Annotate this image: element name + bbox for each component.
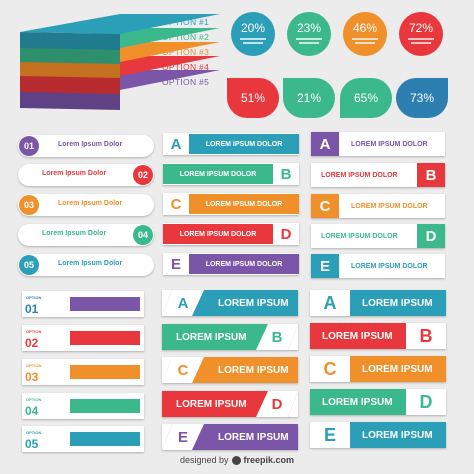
option-box-4-bar (70, 399, 140, 413)
pill-option-1[interactable]: 01 Lorem Ipsum Dolor (18, 135, 154, 157)
option-box-3-bar (70, 365, 140, 379)
ribbon-3-side (20, 60, 120, 78)
slant-band-d[interactable]: LOREM IPSUM D (162, 391, 298, 417)
percent-circle-2: 23% (287, 12, 331, 56)
option-box-5[interactable]: OPTION 05 (22, 426, 144, 452)
footer-credit: designed by freepik.com (0, 452, 474, 468)
option-box-1-bar (70, 297, 140, 311)
big-band-c[interactable]: C LOREM IPSUM (310, 356, 446, 382)
letter-band-a[interactable]: A LOREM IPSUM DOLOR (163, 133, 299, 155)
arrow-band-b[interactable]: LOREM IPSUM DOLOR B (311, 163, 445, 187)
letter-band-c[interactable]: C LOREM IPSUM DOLOR (163, 193, 299, 215)
option-label-5: OPTION #5 (162, 77, 210, 87)
percent-circle-3: 46% (343, 12, 387, 56)
big-band-a[interactable]: A LOREM IPSUM (310, 290, 446, 316)
arrow-band-a[interactable]: A LOREM IPSUM DOLOR (311, 132, 445, 156)
pill-option-4[interactable]: Lorem Ipsum Dolor 04 (18, 224, 154, 246)
slant-band-c[interactable]: C LOREM IPSUM (162, 357, 298, 383)
arrow-band-c[interactable]: C LOREM IPSUM DOLOR (311, 194, 445, 218)
big-band-d[interactable]: LOREM IPSUM D (310, 389, 446, 415)
letter-band-b[interactable]: LOREM IPSUM DOLOR B (163, 163, 299, 185)
big-band-e-fill (350, 422, 446, 448)
percent-drop-2: 21% (283, 78, 335, 118)
letter-band-d[interactable]: LOREM IPSUM DOLOR D (163, 223, 299, 245)
percent-drop-4: 73% (396, 78, 448, 118)
big-band-d-fill (310, 389, 406, 415)
percent-drop-3: 65% (340, 78, 392, 118)
option-box-5-bar (70, 432, 140, 446)
percent-circle-4: 72% (399, 12, 443, 56)
option-label-3: OPTION #3 (162, 47, 210, 57)
slant-band-e[interactable]: E LOREM IPSUM (162, 424, 298, 450)
option-box-1[interactable]: OPTION 01 (22, 291, 144, 317)
letter-band-e[interactable]: E LOREM IPSUM DOLOR (163, 253, 299, 275)
option-label-2: OPTION #2 (162, 32, 210, 42)
arrow-band-e[interactable]: E LOREM IPSUM DOLOR (311, 254, 445, 278)
ribbon-1-side (20, 32, 120, 50)
slant-band-a[interactable]: A LOREM IPSUM (162, 290, 298, 316)
slant-band-e-bg (162, 424, 298, 450)
slant-band-b-bg (162, 324, 298, 350)
footer-brand: freepik.com (243, 455, 295, 465)
big-band-a-fill (350, 290, 446, 316)
percent-drop-1: 51% (227, 78, 279, 118)
slant-band-a-bg (162, 290, 298, 316)
freepik-logo-icon (231, 455, 241, 465)
pill-option-2[interactable]: Lorem Ipsum Dolor 02 (18, 164, 154, 186)
option-box-3[interactable]: OPTION 03 (22, 359, 144, 385)
ribbon-4-side (20, 74, 120, 94)
slant-band-b[interactable]: LOREM IPSUM B (162, 324, 298, 350)
option-label-4: OPTION #4 (162, 62, 210, 72)
percent-circle-1: 20% (231, 12, 275, 56)
arrow-band-d[interactable]: LOREM IPSUM DOLOR D (311, 224, 445, 248)
big-band-b-fill (310, 323, 406, 349)
footer-text: designed by (179, 455, 229, 465)
option-box-2[interactable]: OPTION 02 (22, 325, 144, 351)
ribbon-2-side (20, 46, 120, 64)
big-band-c-fill (350, 356, 446, 382)
pill-option-3[interactable]: 03 Lorem Ipsum Dolor (18, 194, 154, 216)
slant-band-c-bg (162, 357, 298, 383)
option-box-4[interactable]: OPTION 04 (22, 393, 144, 419)
big-band-b[interactable]: LOREM IPSUM B (310, 323, 446, 349)
option-box-2-bar (70, 331, 140, 345)
pill-option-5[interactable]: 05 Lorem Ipsum Dolor (18, 254, 154, 276)
ribbon-1 (20, 14, 220, 34)
option-label-1: OPTION #1 (162, 17, 210, 27)
big-band-e[interactable]: E LOREM IPSUM (310, 422, 446, 448)
slant-band-d-bg (162, 391, 298, 417)
stacked-ribbons (20, 14, 220, 110)
